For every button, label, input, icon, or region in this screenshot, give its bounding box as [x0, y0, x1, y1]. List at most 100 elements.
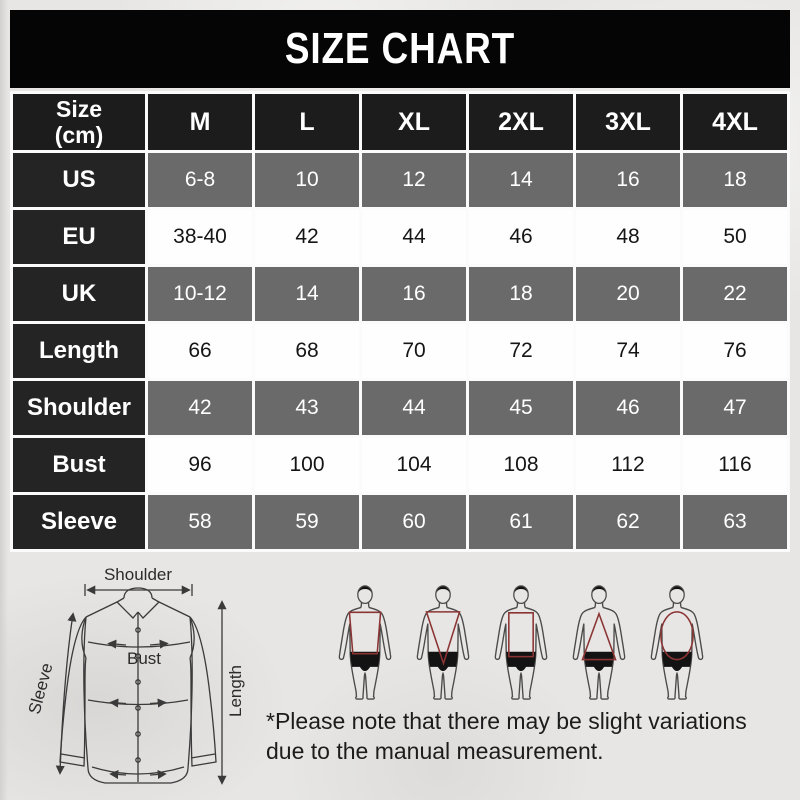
- column-header-xl: XL: [362, 94, 466, 150]
- row-label: Bust: [13, 438, 145, 492]
- cuff-left: [60, 753, 86, 759]
- size-unit-line2: (cm): [54, 122, 104, 148]
- body-shape-oval: [650, 585, 704, 700]
- size-cell: 63: [683, 495, 787, 549]
- table-row-us: US 6-8 10 12 14 16 18: [13, 153, 787, 207]
- size-cell: 116: [683, 438, 787, 492]
- body-shape-inverted-trapezoid: [338, 585, 392, 700]
- size-cell: 112: [576, 438, 680, 492]
- column-header-m: M: [148, 94, 252, 150]
- measurement-note: *Please note that there may be slight va…: [266, 706, 786, 766]
- size-cell: 10: [255, 153, 359, 207]
- size-cell: 74: [576, 324, 680, 378]
- bust-label: Bust: [127, 649, 161, 668]
- size-cell: 62: [576, 495, 680, 549]
- shirt-body: [83, 616, 193, 784]
- size-cell: 6-8: [148, 153, 252, 207]
- table-header-row: Size (cm) M L XL 2XL 3XL 4XL: [13, 94, 787, 150]
- armhole-right: [189, 616, 195, 659]
- row-label: US: [13, 153, 145, 207]
- size-cell: 47: [683, 381, 787, 435]
- shape-overlay: [581, 611, 617, 661]
- column-header-3xl: 3XL: [576, 94, 680, 150]
- sleeve-label: Sleeve: [25, 661, 57, 716]
- row-label: EU: [13, 210, 145, 264]
- armhole-left: [81, 616, 87, 659]
- shoulder-seams: [85, 601, 191, 618]
- size-cell: 58: [148, 495, 252, 549]
- collar-right: [137, 597, 161, 619]
- waist-line: [87, 699, 189, 706]
- size-cell: 70: [362, 324, 466, 378]
- column-header-2xl: 2XL: [469, 94, 573, 150]
- length-label: Length: [226, 665, 245, 717]
- shoulder-label: Shoulder: [104, 565, 172, 584]
- shirt-measurement-diagram: Shoulder Bust Sleeve Length: [25, 565, 245, 785]
- size-cell: 44: [362, 210, 466, 264]
- size-cell: 48: [576, 210, 680, 264]
- hem-arrow-left: [109, 769, 127, 780]
- size-unit-header: Size (cm): [13, 94, 145, 150]
- row-label: Sleeve: [13, 495, 145, 549]
- column-header-4xl: 4XL: [683, 94, 787, 150]
- size-cell: 59: [255, 495, 359, 549]
- sleeve-arrow: [55, 612, 77, 775]
- shape-overlay: [508, 612, 534, 658]
- note-line-1: *Please note that there may be slight va…: [266, 708, 747, 734]
- note-line-2: due to the manual measurement.: [266, 738, 604, 764]
- row-label: Shoulder: [13, 381, 145, 435]
- size-cell: 104: [362, 438, 466, 492]
- sleeve-right: [189, 616, 217, 767]
- size-cell: 43: [255, 381, 359, 435]
- size-cell: 42: [255, 210, 359, 264]
- body-shapes: [328, 584, 714, 702]
- size-cell: 20: [576, 267, 680, 321]
- shape-overlay: [348, 611, 382, 655]
- body-shape-inverted-triangle: [416, 585, 470, 700]
- table-row-uk: UK 10-12 14 16 18 20 22: [13, 267, 787, 321]
- waist-arrow-right: [149, 698, 167, 708]
- collar-left: [115, 597, 139, 619]
- size-unit-line1: Size: [55, 95, 103, 122]
- size-cell: 16: [576, 153, 680, 207]
- size-cell: 22: [683, 267, 787, 321]
- shape-overlay: [425, 611, 461, 666]
- size-cell: 44: [362, 381, 466, 435]
- size-cell: 46: [469, 210, 573, 264]
- bust-arrow-left: [107, 639, 127, 649]
- size-cell: 38-40: [148, 210, 252, 264]
- row-label: Length: [13, 324, 145, 378]
- size-cell: 14: [469, 153, 573, 207]
- size-cell: 16: [362, 267, 466, 321]
- size-cell: 61: [469, 495, 573, 549]
- shape-overlay: [660, 611, 694, 661]
- table-row-sleeve: Sleeve 58 59 60 61 62 63: [13, 495, 787, 549]
- table-row-shoulder: Shoulder 42 43 44 45 46 47: [13, 381, 787, 435]
- size-cell: 108: [469, 438, 573, 492]
- size-cell: 18: [469, 267, 573, 321]
- size-cell: 18: [683, 153, 787, 207]
- body-shape-rectangle: [494, 585, 548, 700]
- size-cell: 42: [148, 381, 252, 435]
- bust-arrow-right: [149, 639, 169, 649]
- size-cell: 96: [148, 438, 252, 492]
- size-cell: 72: [469, 324, 573, 378]
- bust-line: [87, 641, 191, 648]
- size-cell: 46: [576, 381, 680, 435]
- size-cell: 66: [148, 324, 252, 378]
- collar-band: [123, 587, 153, 599]
- size-cell: 45: [469, 381, 573, 435]
- size-cell: 50: [683, 210, 787, 264]
- waist-arrow-left: [109, 698, 127, 708]
- size-cell: 68: [255, 324, 359, 378]
- size-cell: 100: [255, 438, 359, 492]
- hem-line: [91, 766, 185, 775]
- column-header-l: L: [255, 94, 359, 150]
- size-cell: 76: [683, 324, 787, 378]
- size-cell: 14: [255, 267, 359, 321]
- size-cell: 60: [362, 495, 466, 549]
- size-cell: 12: [362, 153, 466, 207]
- cuff-right: [190, 753, 216, 759]
- page-title: SIZE CHART: [284, 24, 516, 73]
